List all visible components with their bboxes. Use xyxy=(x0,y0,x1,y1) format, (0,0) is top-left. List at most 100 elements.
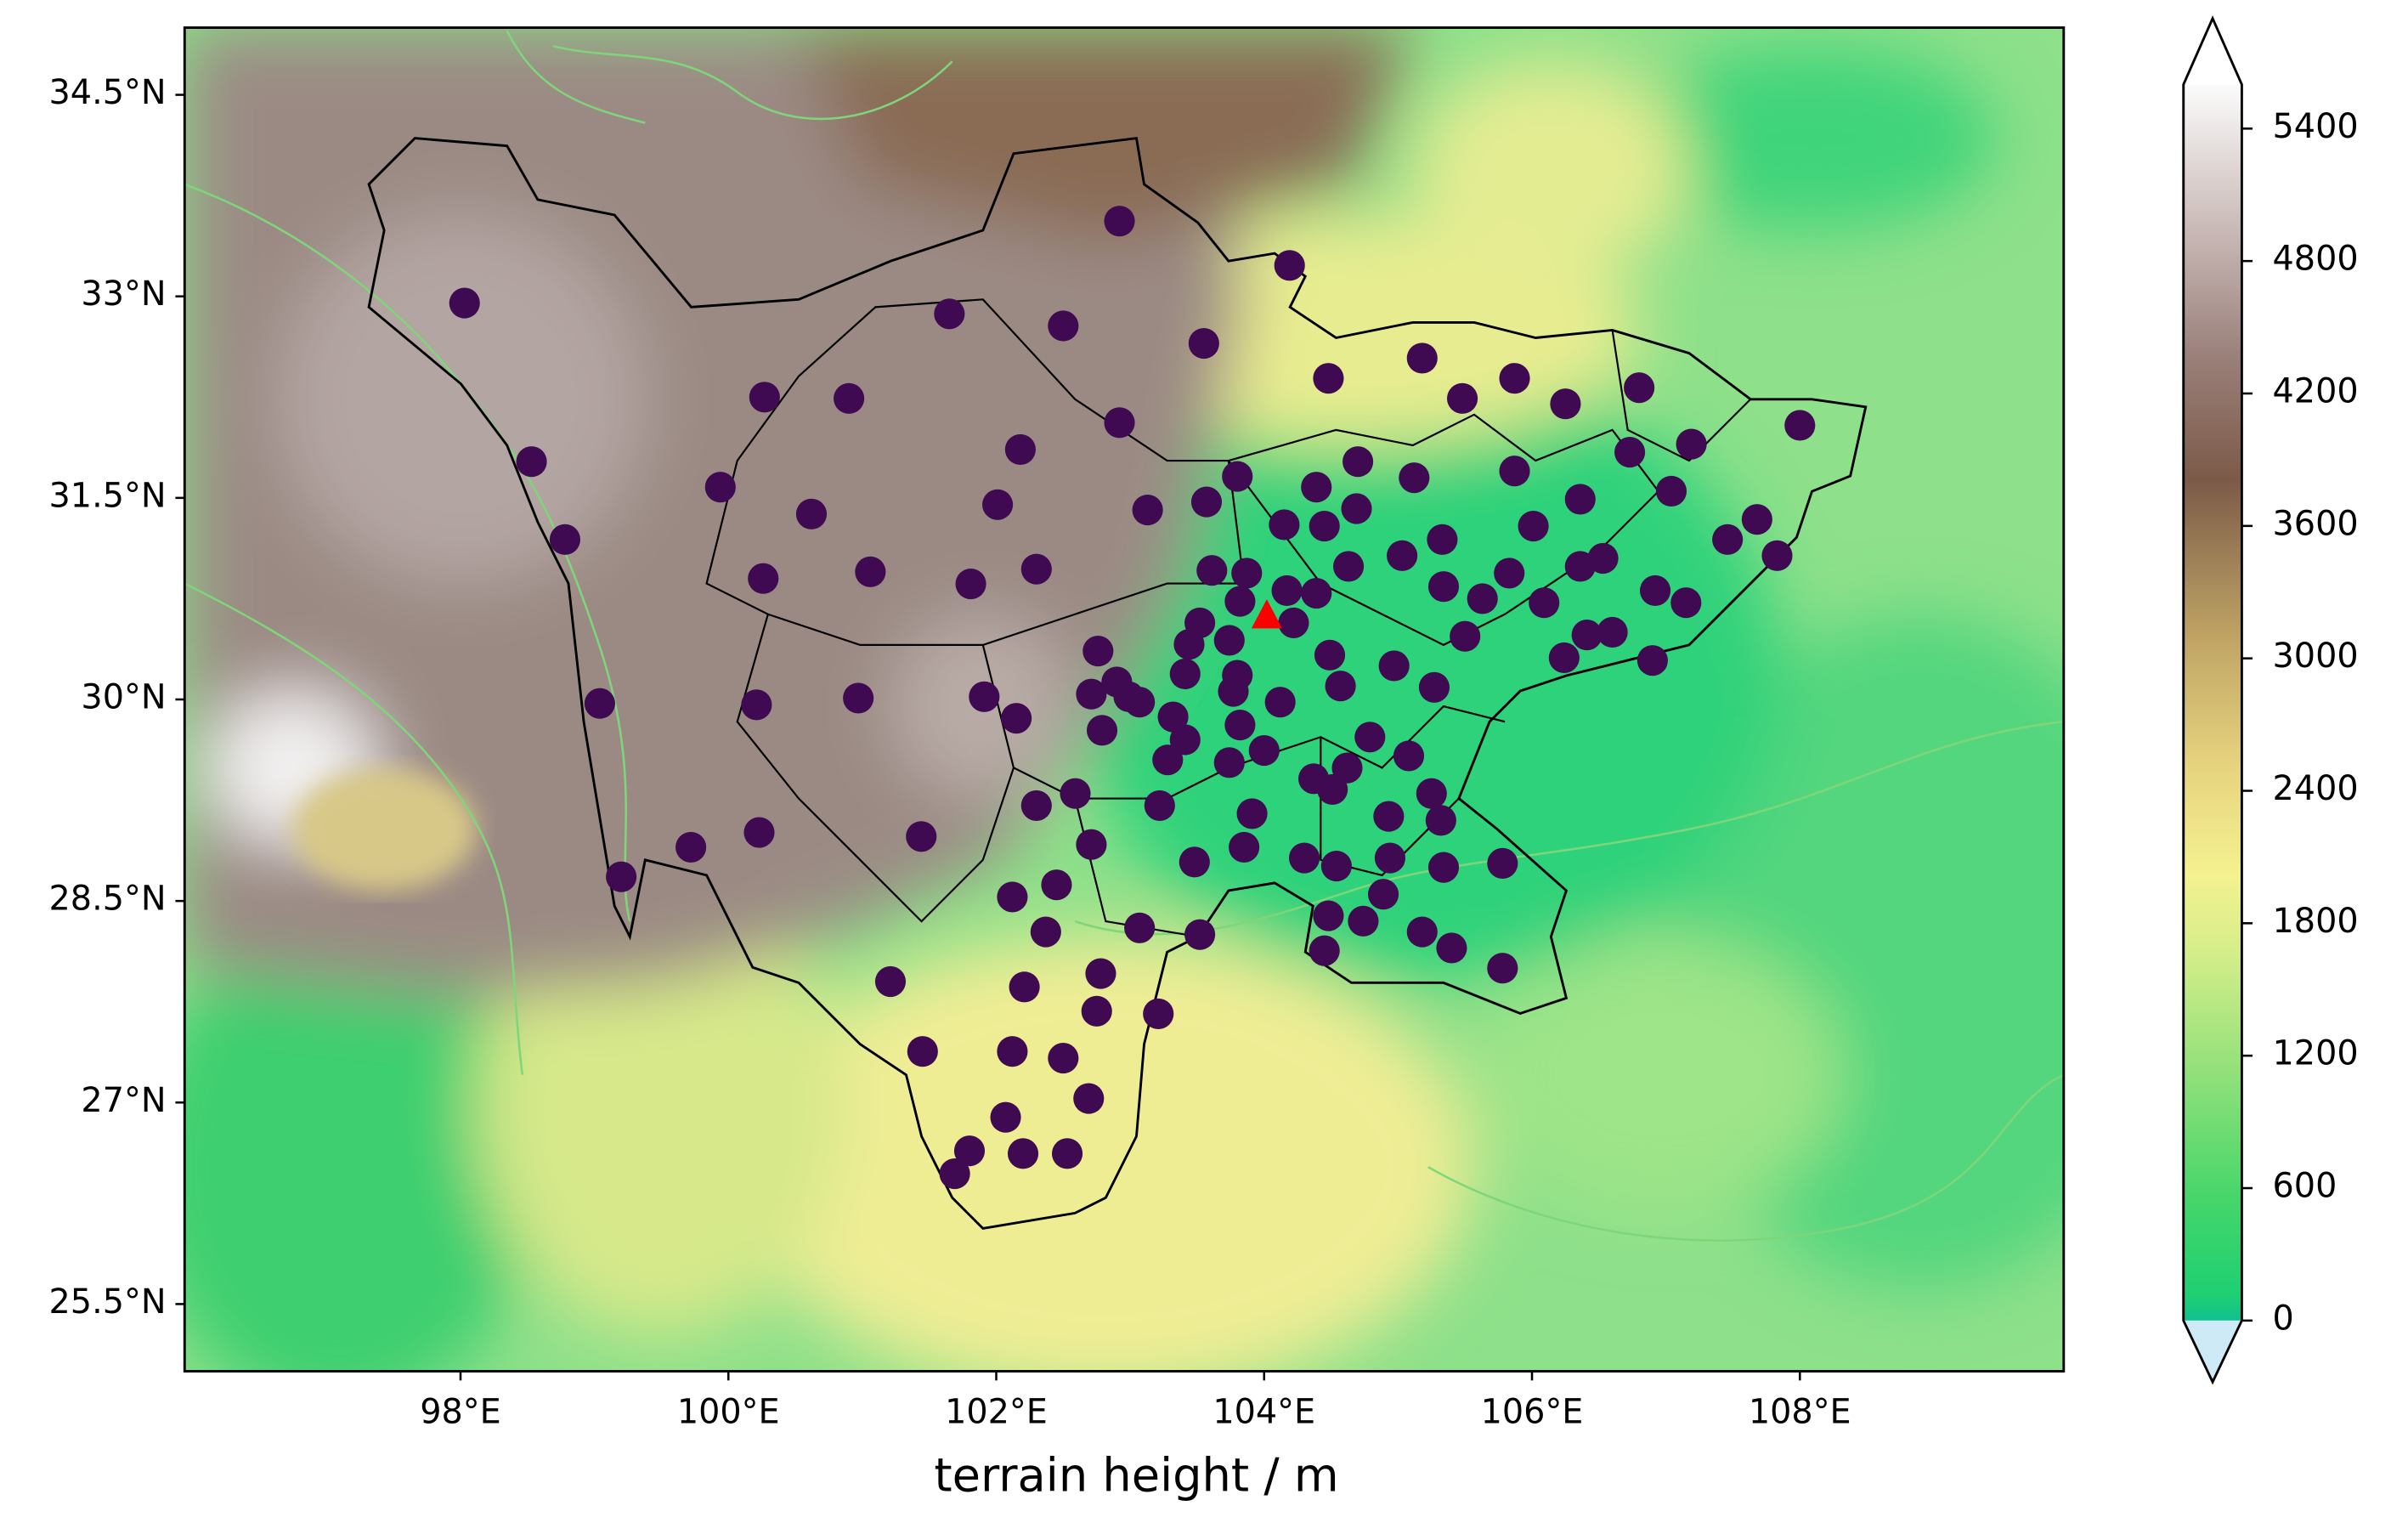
station-point xyxy=(1406,342,1438,374)
station-point xyxy=(1218,676,1249,707)
station-point xyxy=(1317,773,1348,805)
station-point xyxy=(749,382,780,413)
y-tick-label: 28.5°N xyxy=(49,880,167,919)
station-point xyxy=(1301,472,1332,503)
colorbar-tick-label: 5400 xyxy=(2273,107,2359,146)
station-point xyxy=(1741,504,1772,535)
station-point xyxy=(1124,912,1156,943)
station-point xyxy=(1004,433,1036,466)
station-point xyxy=(1309,935,1340,966)
station-point xyxy=(1274,250,1305,281)
y-tick-label: 34.5°N xyxy=(49,73,167,112)
station-point xyxy=(1655,475,1687,507)
station-point xyxy=(1374,842,1406,874)
station-point xyxy=(795,498,828,529)
station-point xyxy=(1020,553,1052,585)
station-point xyxy=(1104,206,1135,237)
station-point xyxy=(1173,629,1205,660)
station-point xyxy=(843,682,874,714)
station-point xyxy=(1132,495,1163,526)
station-point xyxy=(1676,428,1707,460)
x-tick-label: 108°E xyxy=(1749,1393,1851,1432)
station-point xyxy=(1169,724,1201,756)
station-point xyxy=(1222,461,1253,492)
station-point xyxy=(584,688,615,719)
station-point xyxy=(934,298,965,330)
station-point xyxy=(741,689,772,721)
station-point xyxy=(748,563,779,594)
station-point xyxy=(1571,620,1603,651)
station-point xyxy=(1331,752,1363,784)
station-point xyxy=(906,821,937,852)
station-point xyxy=(1152,744,1184,776)
station-point xyxy=(1499,363,1530,394)
rivers xyxy=(184,30,2064,1242)
station-point xyxy=(1188,327,1219,359)
station-point xyxy=(990,1101,1021,1133)
station-point xyxy=(1196,555,1228,586)
station-point xyxy=(1467,583,1498,614)
station-point xyxy=(704,472,736,503)
station-point xyxy=(449,287,480,319)
station-point xyxy=(1550,388,1581,420)
colorbar xyxy=(2183,84,2242,1321)
station-point xyxy=(1020,790,1052,821)
station-point xyxy=(982,489,1014,520)
station-point xyxy=(1450,620,1481,652)
station-point xyxy=(516,446,547,478)
station-point xyxy=(1086,715,1118,746)
station-point xyxy=(1427,852,1460,883)
x-tick-label: 102°E xyxy=(945,1393,1048,1432)
y-tick-label: 30°N xyxy=(81,678,166,717)
station-point xyxy=(1564,484,1596,515)
station-point xyxy=(1341,493,1372,524)
station-point xyxy=(1446,382,1478,414)
station-point xyxy=(1416,778,1447,809)
station-point xyxy=(1529,587,1560,619)
station-point xyxy=(1636,645,1668,676)
station-point xyxy=(1712,524,1744,555)
station-point xyxy=(1425,805,1456,836)
station-point xyxy=(1144,790,1175,821)
station-point xyxy=(1264,687,1296,718)
colorbar-frame xyxy=(2182,15,2243,1385)
colorbar-tick-label: 1200 xyxy=(2273,1034,2359,1073)
colorbar-tick-label: 3000 xyxy=(2273,637,2359,676)
station-point xyxy=(1761,540,1793,571)
station-point xyxy=(1309,510,1340,542)
station-point xyxy=(1418,671,1450,703)
station-point xyxy=(1406,916,1438,948)
station-point xyxy=(1548,642,1580,674)
station-point xyxy=(1236,798,1268,829)
x-tick-label: 100°E xyxy=(677,1393,780,1432)
station-point xyxy=(1301,578,1332,609)
station-point xyxy=(1224,709,1256,741)
x-tick-label: 104°E xyxy=(1212,1393,1315,1432)
station-point xyxy=(1041,869,1072,901)
station-point xyxy=(1157,701,1189,733)
station-point xyxy=(1313,900,1344,931)
station-point xyxy=(1427,571,1460,603)
station-point xyxy=(1499,456,1530,487)
station-point xyxy=(969,681,1000,712)
station-point xyxy=(1009,971,1040,1003)
station-point xyxy=(1213,747,1245,778)
station-point xyxy=(1269,509,1300,541)
station-point xyxy=(1169,658,1201,690)
station-point xyxy=(1494,558,1525,589)
station-point xyxy=(1184,919,1216,950)
station-point xyxy=(1367,879,1399,910)
station-point xyxy=(1030,916,1061,948)
station-point xyxy=(1248,735,1280,767)
station-point xyxy=(855,556,886,587)
station-point xyxy=(1081,995,1112,1027)
x-tick-label: 106°E xyxy=(1481,1393,1584,1432)
colorbar-tick-label: 0 xyxy=(2273,1299,2294,1338)
station-point xyxy=(675,831,707,863)
station-point xyxy=(1104,407,1135,439)
station-point xyxy=(1518,510,1549,542)
station-point xyxy=(1101,666,1133,698)
station-point xyxy=(1320,850,1352,882)
colorbar-tick-label: 4200 xyxy=(2273,371,2359,410)
